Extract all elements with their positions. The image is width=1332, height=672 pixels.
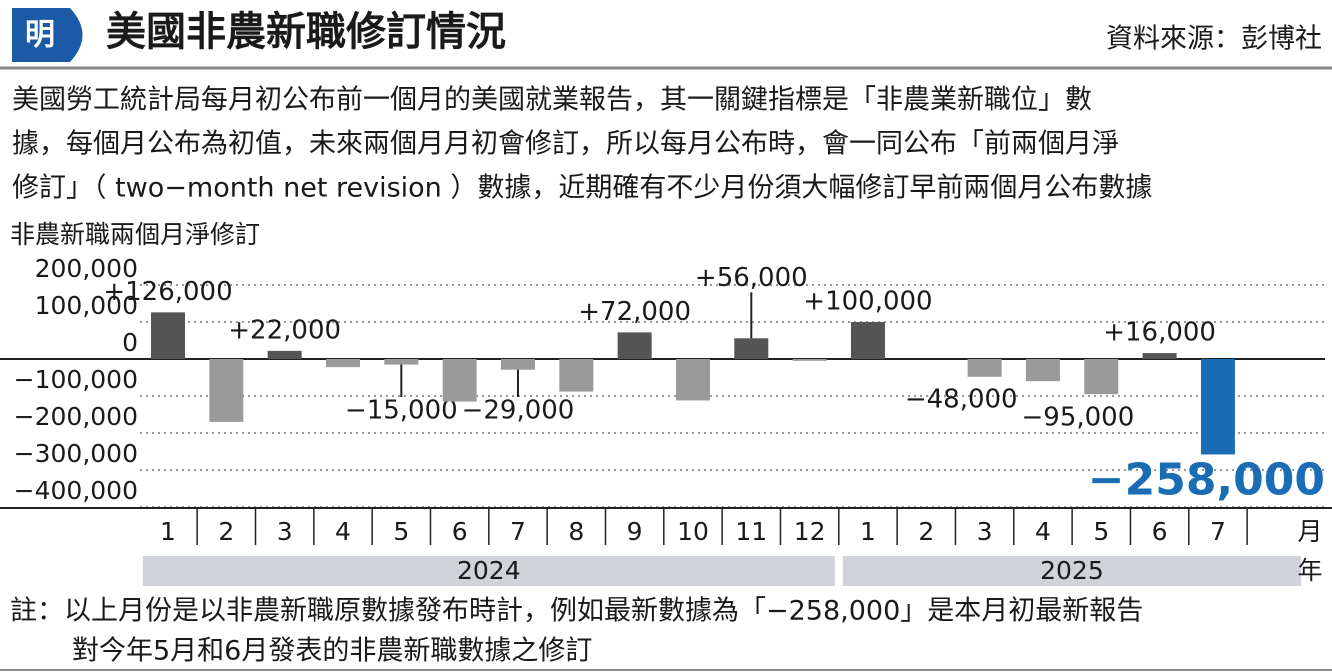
value-label: +126,000 — [103, 277, 232, 307]
year-label: 2025 — [1040, 556, 1104, 585]
value-label: +100,000 — [803, 287, 932, 317]
bar — [967, 359, 1002, 377]
value-label: −258,000 — [1088, 454, 1325, 505]
year-band — [142, 556, 835, 586]
note: 註：以上月份是以非農新職原數據發布時計，例如最新數據為「−258,000」是本月… — [10, 596, 1143, 627]
bar — [559, 359, 594, 392]
x-tick-label: 3 — [977, 517, 993, 546]
y-tick-label: 200,000 — [35, 254, 138, 283]
bar — [1142, 353, 1177, 359]
x-tick-label: 12 — [794, 517, 826, 546]
logo-shape — [12, 8, 83, 62]
year-unit: 年 — [1297, 556, 1322, 585]
value-label: +16,000 — [1103, 318, 1216, 348]
x-tick-label: 1 — [860, 517, 876, 546]
bar — [792, 359, 827, 361]
description: 據，每個月公布為初值，未來兩個月月初會修訂，所以每月公布時，會一同公布「前兩個月… — [12, 129, 1119, 160]
bar — [500, 359, 535, 370]
bar — [325, 359, 360, 368]
value-label: −29,000 — [462, 396, 575, 426]
x-tick-label: 3 — [277, 517, 293, 546]
x-unit: 月 — [1297, 517, 1322, 546]
logo: 明 — [25, 18, 55, 53]
bar — [1084, 359, 1119, 395]
y-title: 非農新職兩個月淨修訂 — [10, 220, 260, 249]
value-label: −15,000 — [345, 396, 458, 426]
x-tick-label: 10 — [677, 517, 709, 546]
bar — [850, 322, 885, 359]
y-tick-label: −100,000 — [14, 365, 138, 394]
bar — [384, 359, 419, 365]
value-label: +22,000 — [228, 315, 341, 345]
bar — [209, 359, 244, 422]
x-tick-label: 5 — [393, 517, 409, 546]
bar — [675, 359, 710, 401]
x-tick-label: 5 — [1093, 517, 1109, 546]
bar — [1200, 359, 1235, 455]
x-tick-label: 9 — [627, 517, 643, 546]
description: 美國勞工統計局每月初公布前一個月的美國就業報告，其一關鍵指標是「非農業新職位」數 — [12, 85, 1092, 116]
y-tick-label: −300,000 — [14, 439, 138, 468]
value-label: +56,000 — [695, 263, 808, 293]
y-tick-label: 100,000 — [35, 291, 138, 320]
x-tick-label: 7 — [1210, 517, 1226, 546]
bar — [442, 359, 477, 402]
bar — [151, 312, 185, 359]
year-band — [842, 556, 1302, 586]
bar — [1025, 359, 1060, 382]
y-tick-label: 0 — [122, 328, 138, 357]
bar — [734, 338, 769, 359]
x-tick-label: 6 — [1152, 517, 1168, 546]
value-label: +72,000 — [578, 297, 691, 327]
bar — [617, 332, 652, 359]
year-label: 2024 — [457, 556, 521, 585]
x-tick-label: 4 — [335, 517, 351, 546]
title: 美國非農新職修訂情況 — [106, 9, 506, 55]
note: 對今年5月和6月發表的非農新職數據之修訂 — [72, 636, 592, 667]
y-tick-label: −400,000 — [14, 476, 138, 505]
value-label: −95,000 — [1022, 403, 1135, 433]
x-tick-label: 8 — [568, 517, 584, 546]
bar — [267, 350, 302, 359]
x-tick-label: 6 — [452, 517, 468, 546]
x-tick-label: 7 — [510, 517, 526, 546]
value-label: −48,000 — [905, 384, 1018, 414]
description: 修訂」（ two−month net revision ）數據，近期確有不少月份… — [12, 173, 1152, 204]
source: 資料來源：彭博社 — [1106, 24, 1322, 55]
x-tick-label: 2 — [218, 517, 234, 546]
y-tick-label: −200,000 — [14, 402, 138, 431]
x-tick-label: 2 — [918, 517, 934, 546]
x-tick-label: 11 — [735, 517, 767, 546]
x-tick-label: 4 — [1035, 517, 1051, 546]
x-tick-label: 1 — [160, 517, 176, 546]
